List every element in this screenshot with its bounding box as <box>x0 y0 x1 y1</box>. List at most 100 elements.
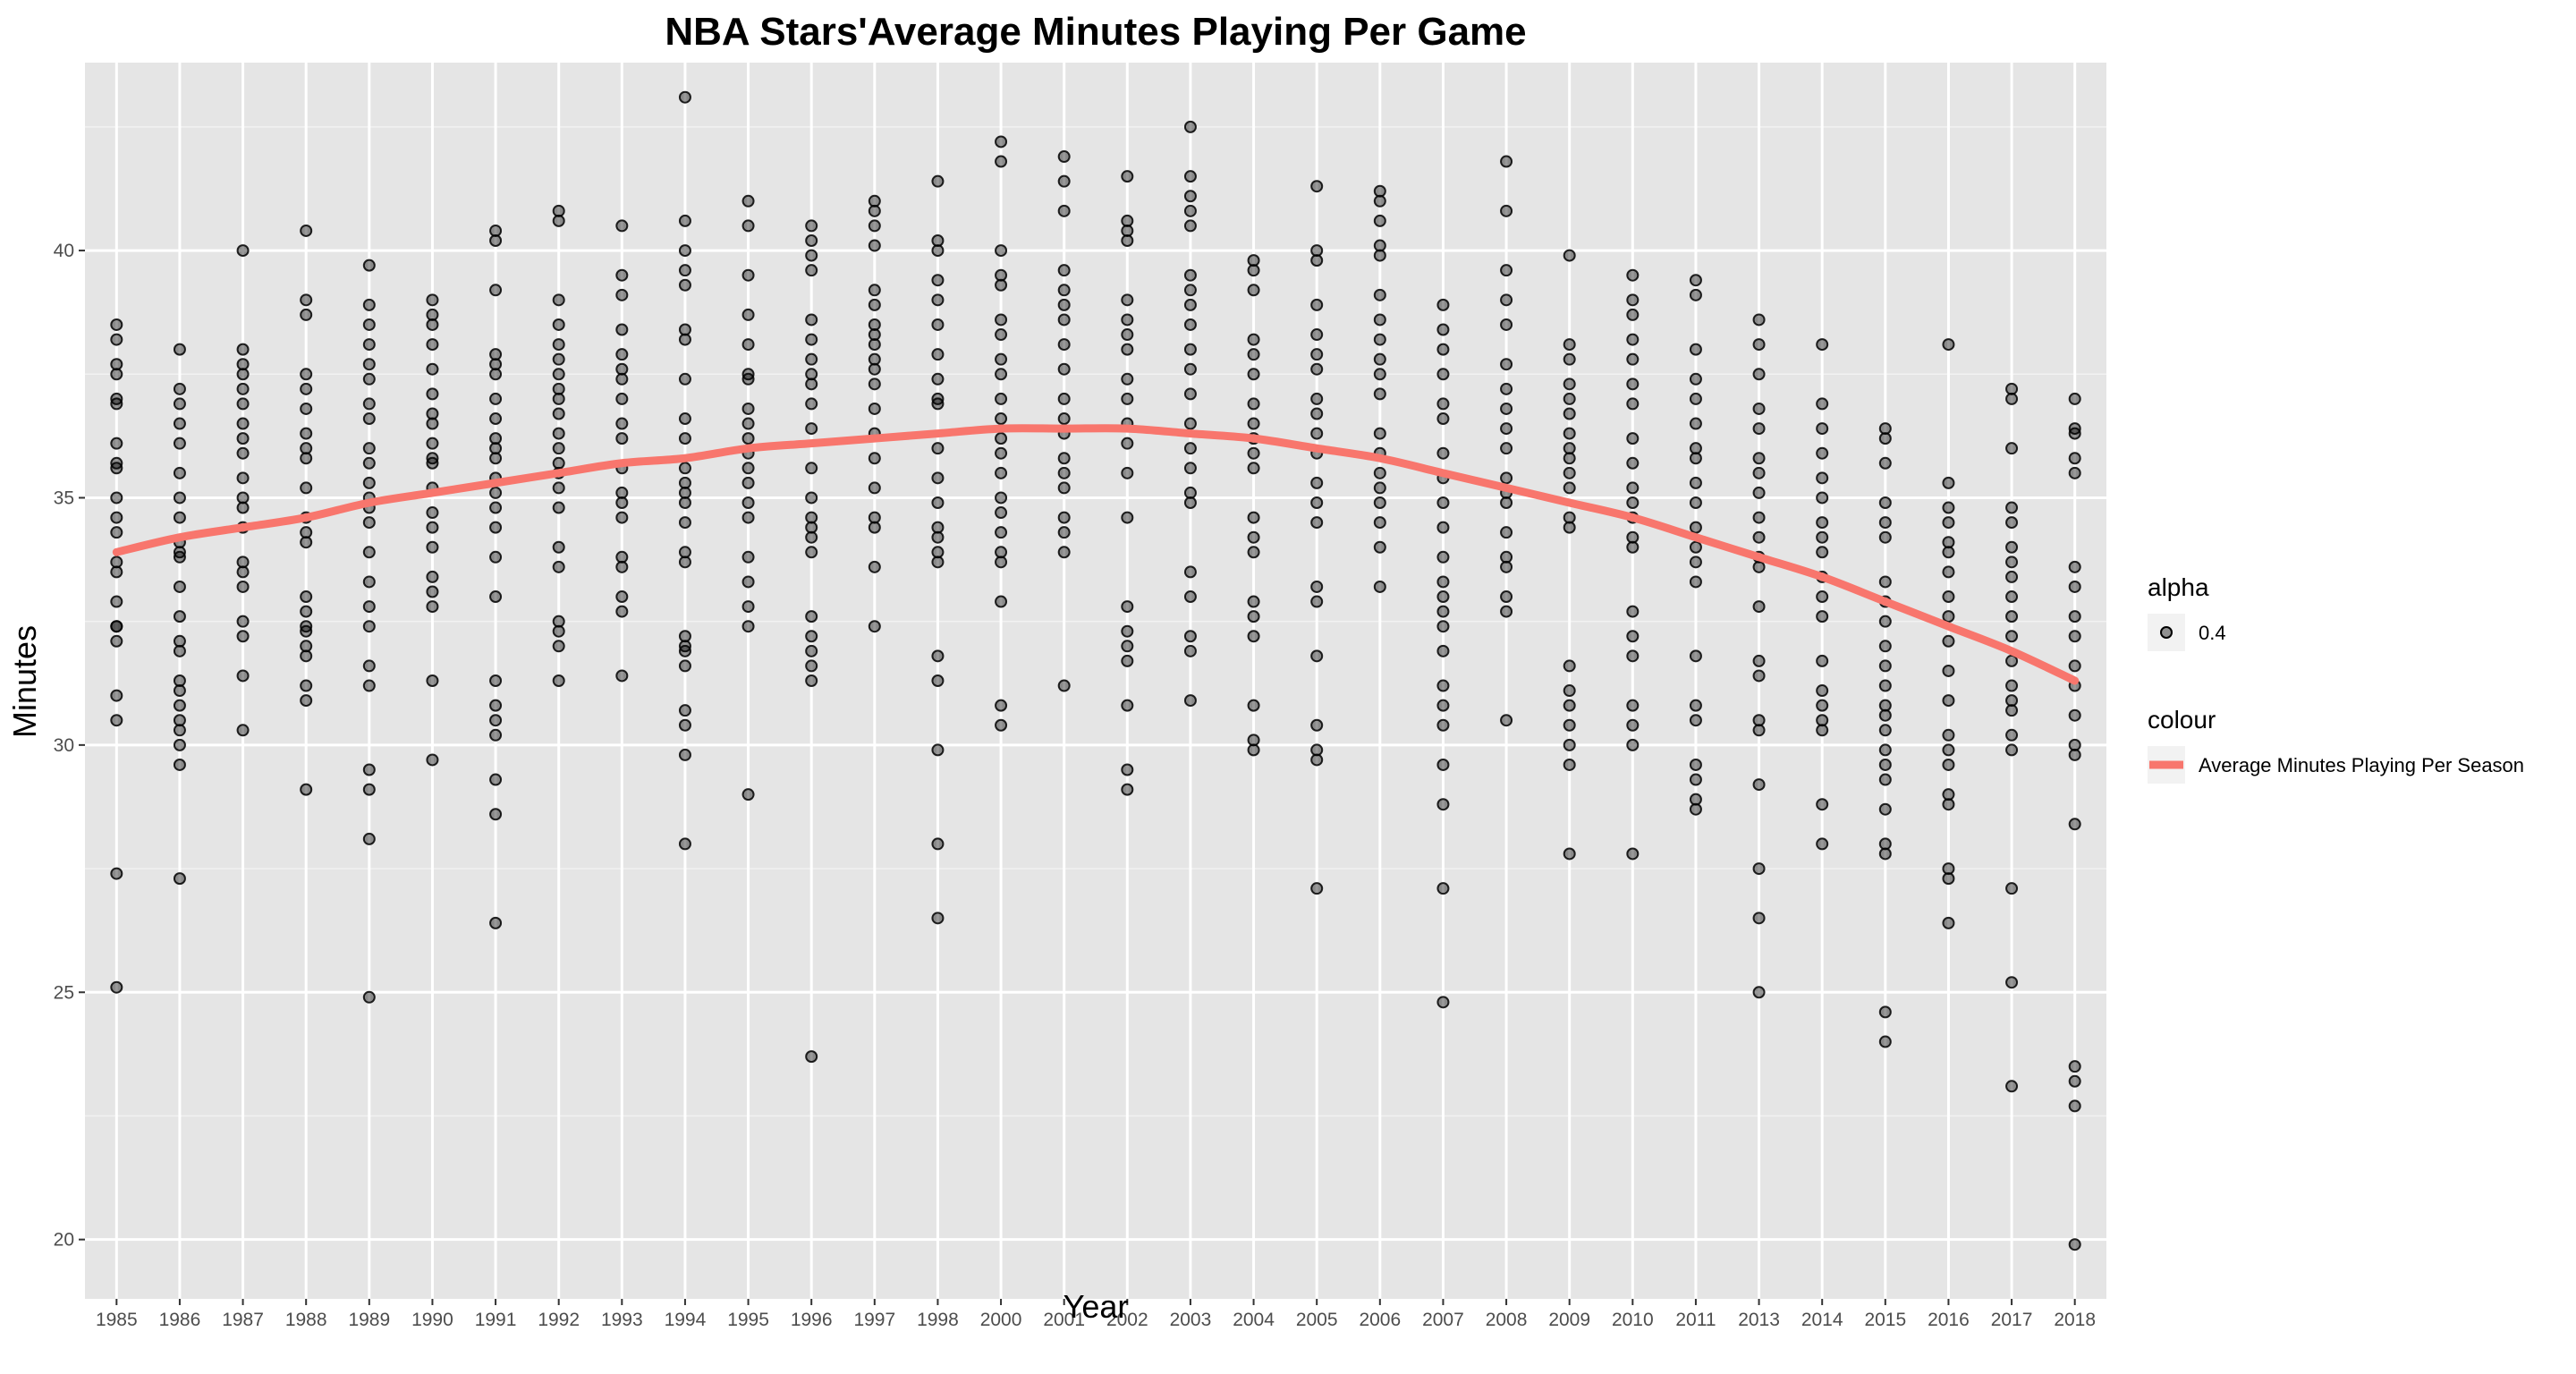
x-tick-label: 1996 <box>791 1310 833 1330</box>
data-point <box>931 174 945 188</box>
data-point <box>678 412 691 426</box>
data-point <box>995 352 1008 366</box>
data-point <box>995 313 1008 327</box>
data-point <box>678 214 691 227</box>
x-tick-label: 2001 <box>1043 1310 1085 1330</box>
data-point <box>1942 664 1955 677</box>
data-point <box>300 605 313 618</box>
data-point <box>489 916 503 929</box>
data-point <box>805 377 818 391</box>
data-point <box>173 724 186 737</box>
data-point <box>300 402 313 415</box>
data-point <box>1689 288 1702 301</box>
data-point <box>173 644 186 657</box>
data-point <box>1436 521 1450 534</box>
data-point <box>615 323 629 336</box>
data-point <box>1121 328 1134 342</box>
data-point <box>1183 387 1197 401</box>
data-point <box>1121 783 1134 796</box>
data-point <box>805 644 818 657</box>
data-point <box>1373 516 1386 530</box>
data-point <box>1057 174 1071 188</box>
data-point <box>1878 659 1892 673</box>
data-point <box>1500 422 1513 436</box>
legend-alpha-dot <box>2160 626 2173 639</box>
data-point <box>552 674 565 687</box>
data-point <box>615 219 629 233</box>
data-point <box>868 284 881 297</box>
data-point <box>1563 249 1576 262</box>
data-point <box>1816 491 1829 505</box>
data-point <box>1816 446 1829 460</box>
data-point <box>678 556 691 569</box>
data-point <box>1310 753 1324 767</box>
data-point <box>1500 560 1513 573</box>
x-tick-label: 1987 <box>222 1310 264 1330</box>
data-point <box>300 679 313 692</box>
data-point <box>678 837 691 851</box>
data-point <box>2068 580 2081 593</box>
data-point <box>1183 417 1197 430</box>
data-point <box>995 446 1008 460</box>
data-point <box>1878 708 1892 722</box>
data-point <box>173 466 186 479</box>
data-point <box>995 556 1008 569</box>
data-point <box>1057 362 1071 376</box>
data-point <box>1752 452 1766 465</box>
data-point <box>110 867 123 880</box>
data-point <box>1057 481 1071 495</box>
data-point <box>1436 605 1450 618</box>
data-point <box>110 620 123 633</box>
data-point <box>1436 620 1450 633</box>
data-point <box>1626 605 1640 618</box>
data-point <box>426 387 439 401</box>
data-point <box>1247 630 1260 643</box>
data-point <box>1183 268 1197 282</box>
data-point <box>805 264 818 277</box>
data-point <box>489 550 503 564</box>
data-point <box>1247 264 1260 277</box>
data-point <box>1436 996 1450 1009</box>
data-point <box>300 481 313 495</box>
data-point <box>1247 368 1260 381</box>
data-point <box>1057 526 1071 539</box>
y-tick-label: 25 <box>54 982 74 1003</box>
data-point <box>489 392 503 405</box>
data-point <box>678 516 691 530</box>
data-point <box>489 699 503 712</box>
data-point <box>173 580 186 593</box>
data-point <box>426 456 439 470</box>
data-point <box>2068 466 2081 479</box>
data-point <box>2068 392 2081 405</box>
data-point <box>1626 481 1640 495</box>
data-point <box>2005 442 2019 455</box>
data-point <box>678 704 691 717</box>
data-point <box>1057 298 1071 311</box>
data-point <box>1689 773 1702 786</box>
data-point <box>173 738 186 751</box>
data-point <box>300 427 313 440</box>
data-point <box>362 832 376 845</box>
data-point <box>1563 699 1576 712</box>
data-point <box>110 595 123 608</box>
data-point <box>1121 343 1134 356</box>
data-point <box>173 397 186 411</box>
data-point <box>805 546 818 559</box>
data-point <box>300 382 313 395</box>
data-point <box>1500 442 1513 455</box>
data-point <box>1436 882 1450 895</box>
data-point <box>1500 402 1513 415</box>
data-point <box>1310 362 1324 376</box>
data-point <box>868 481 881 495</box>
data-point <box>2005 654 2019 667</box>
data-point <box>1689 521 1702 534</box>
y-axis-title: Minutes <box>6 625 43 738</box>
data-point <box>1247 417 1260 430</box>
data-point <box>2005 728 2019 742</box>
data-point <box>362 456 376 470</box>
data-point <box>1310 496 1324 509</box>
data-point <box>236 669 250 683</box>
data-point <box>741 417 755 430</box>
data-point <box>300 224 313 237</box>
data-point <box>995 526 1008 539</box>
